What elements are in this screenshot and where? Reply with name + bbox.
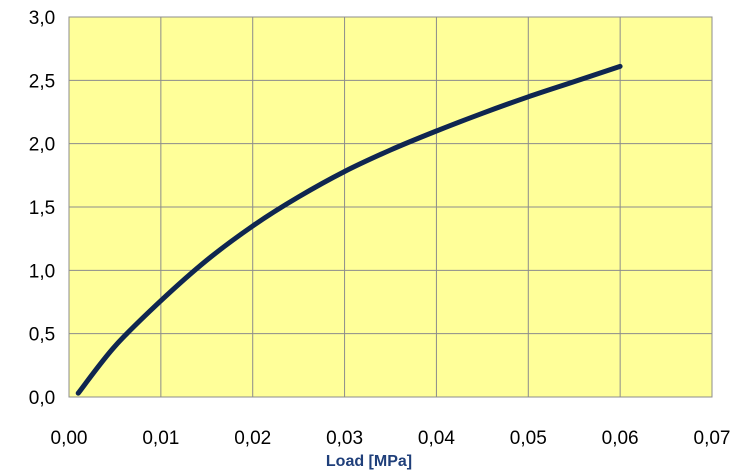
y-tick-label: 2,5 xyxy=(29,71,55,92)
y-tick-label: 3,0 xyxy=(29,8,55,29)
data-series xyxy=(75,63,623,396)
x-tick-label: 0,07 xyxy=(694,428,731,449)
y-tick-label: 2,0 xyxy=(29,135,55,156)
x-tick-label: 0,00 xyxy=(51,428,88,449)
x-tick-label: 0,02 xyxy=(234,428,271,449)
plot-border xyxy=(68,16,713,398)
x-tick-label: 0,05 xyxy=(510,428,547,449)
x-tick-labels: 0,00 0,01 0,02 0,03 0,04 0,05 0,06 0,07 xyxy=(51,428,731,449)
x-tick-label: 0,01 xyxy=(142,428,179,449)
x-tick-label: 0,03 xyxy=(326,428,363,449)
y-tick-label: 0,5 xyxy=(29,325,55,346)
gridlines xyxy=(69,17,712,397)
y-tick-label: 1,5 xyxy=(29,198,55,219)
x-tick-label: 0,04 xyxy=(418,428,455,449)
series-line xyxy=(75,63,623,396)
y-tick-label: 0,0 xyxy=(29,388,55,409)
x-axis-title: Load [MPa] xyxy=(326,453,412,470)
x-tick-label: 0,06 xyxy=(602,428,639,449)
y-tick-labels: 0,0 0,5 1,0 1,5 2,0 2,5 3,0 xyxy=(29,8,55,409)
y-tick-label: 1,0 xyxy=(29,261,55,282)
